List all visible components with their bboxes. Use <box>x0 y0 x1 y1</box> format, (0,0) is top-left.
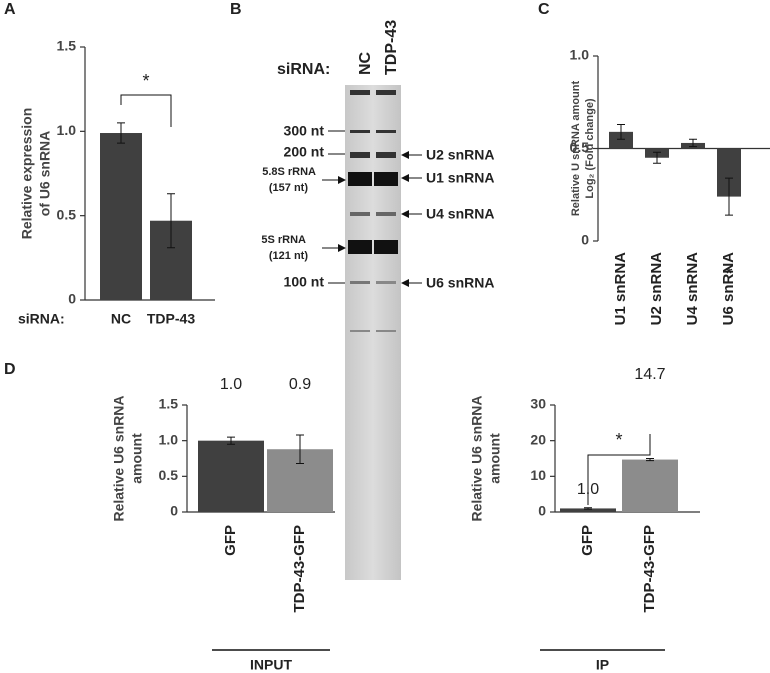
error-bar <box>653 151 661 164</box>
band-label: U4 snRNA <box>426 206 494 222</box>
y-tick-label: 1.5 <box>57 38 77 54</box>
y-tick-label: 1.5 <box>159 396 179 412</box>
marker-label: 200 nt <box>284 144 325 160</box>
y-tick-label: 20 <box>530 431 546 447</box>
lane-label: NC <box>357 51 374 75</box>
error-bar <box>725 177 733 216</box>
bar <box>609 131 633 149</box>
error-bar <box>167 193 175 249</box>
significance-bracket <box>120 94 172 127</box>
marker-label: 5S rRNA <box>261 234 306 246</box>
significance-label: * <box>725 264 732 284</box>
x-tick-label: GFP <box>579 525 596 556</box>
value-label: 0.9 <box>289 376 311 393</box>
marker-label: 100 nt <box>284 274 325 290</box>
x-tick-label: U6 snRNA <box>720 252 737 326</box>
y-axis-label: Relative expression <box>19 108 35 240</box>
error-bar <box>296 434 304 464</box>
error-bar <box>227 436 235 445</box>
y-tick-label: 0.5 <box>57 206 77 222</box>
marker-label: (157 nt) <box>269 182 308 194</box>
band-label: U1 snRNA <box>426 170 494 186</box>
y-axis-label: amount <box>487 433 503 484</box>
error-bar <box>689 138 697 148</box>
bar <box>100 133 142 300</box>
panel-label: A <box>4 1 16 18</box>
marker-label: 5.8S rRNA <box>262 166 316 178</box>
group-label: IP <box>596 657 609 673</box>
y-axis-label: of U6 snRNA <box>37 131 53 217</box>
error-bar <box>617 123 625 140</box>
x-tick-label: U4 snRNA <box>684 252 701 326</box>
x-tick-label: GFP <box>222 525 239 556</box>
bar <box>560 508 616 512</box>
bar <box>198 440 264 512</box>
y-tick-label: 1.0 <box>159 431 179 447</box>
panel-label: D <box>4 361 16 378</box>
y-axis-label: Relative U snRNA amount <box>570 81 582 217</box>
panel-label: C <box>538 1 550 18</box>
y-tick-label: 0 <box>581 232 589 248</box>
y-tick-label: 0.5 <box>159 467 179 483</box>
error-bar <box>584 507 592 510</box>
value-label: 1.0 <box>220 376 242 393</box>
y-axis-label: Log₂ (Fold change) <box>584 98 596 199</box>
significance-bracket <box>587 434 651 505</box>
y-tick-label: 0 <box>170 503 178 519</box>
band-label: U6 snRNA <box>426 275 494 291</box>
x-tick-label: U1 snRNA <box>612 252 629 326</box>
y-axis-label: amount <box>129 433 145 484</box>
bar <box>622 459 678 512</box>
x-tick-label: NC <box>111 311 131 327</box>
y-tick-label: 0 <box>538 503 546 519</box>
lane-label: TDP-43 <box>383 20 400 75</box>
y-tick-label: 1.0 <box>57 122 77 138</box>
marker-label: (121 nt) <box>269 250 308 262</box>
x-axis-label: siRNA: <box>18 311 65 327</box>
y-tick-label: 1.0 <box>570 47 590 63</box>
y-tick-label: 10 <box>530 467 546 483</box>
x-tick-label: TDP-43-GFP <box>641 525 658 613</box>
y-tick-label: 0 <box>68 291 76 307</box>
significance-label: * <box>142 71 149 91</box>
significance-label: * <box>615 430 622 450</box>
y-tick-label: 0.5 <box>570 139 590 155</box>
band-label: U2 snRNA <box>426 147 494 163</box>
marker-label: 300 nt <box>284 123 325 139</box>
y-axis-label: Relative U6 snRNA <box>111 395 127 521</box>
y-axis-label: Relative U6 snRNA <box>469 395 485 521</box>
y-tick-label: 30 <box>530 396 546 412</box>
panel-label: B <box>230 1 242 18</box>
group-label: INPUT <box>250 657 292 673</box>
x-tick-label: U2 snRNA <box>648 252 665 326</box>
x-tick-label: TDP-43-GFP <box>291 525 308 613</box>
error-bar <box>117 122 125 144</box>
gel-title: siRNA: <box>277 61 330 78</box>
x-tick-label: TDP-43 <box>147 311 195 327</box>
gel <box>322 85 422 580</box>
value-label: 14.7 <box>634 366 665 383</box>
error-bar <box>646 458 654 462</box>
